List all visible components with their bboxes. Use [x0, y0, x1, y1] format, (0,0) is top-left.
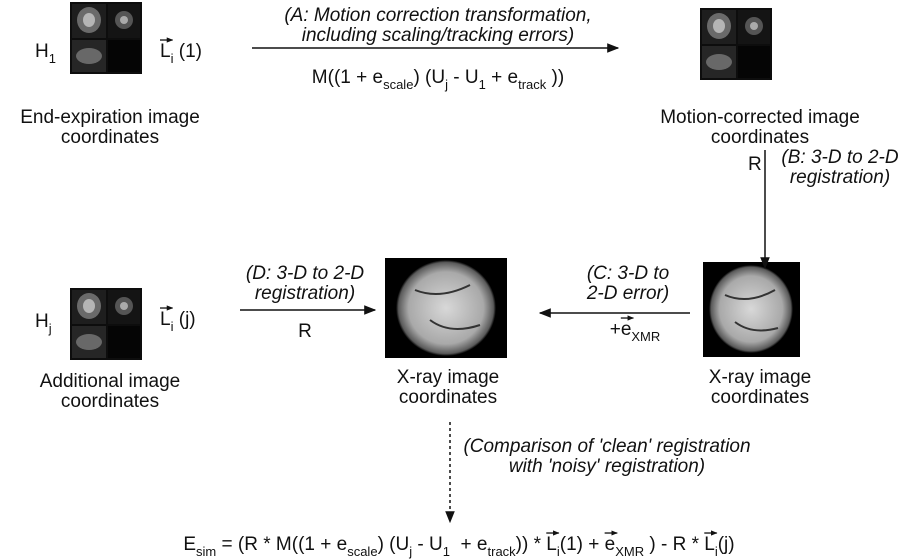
node-label: X-ray image [397, 367, 499, 388]
text-part: + [486, 67, 508, 88]
text-part: + [450, 534, 477, 555]
symbol: H [35, 311, 49, 332]
subscript: 1 [479, 77, 486, 92]
result-formula: Esim = (R * M((1 + escale) (Uj - U1 + et… [183, 534, 734, 559]
text-part: (1) [173, 41, 202, 62]
text-part: (1) + [560, 534, 605, 555]
text-part: )) * [516, 534, 547, 555]
text-part: + [610, 319, 621, 340]
source-term: Li (j) [160, 309, 196, 334]
symbol: U [465, 67, 479, 88]
node-label: coordinates [61, 391, 159, 412]
text-part: ) ( [413, 67, 432, 88]
edge-formula: R [298, 321, 312, 342]
text-part: M((1 + [312, 67, 373, 88]
node-label: coordinates [399, 387, 497, 408]
mri-image [70, 2, 142, 74]
symbol: U [396, 534, 410, 555]
symbol: L [160, 41, 171, 62]
subscript: j [48, 321, 52, 336]
symbol: L [546, 534, 557, 555]
subscript: scale [347, 544, 377, 559]
text-part: R [298, 321, 312, 342]
symbol: e [477, 534, 488, 555]
text-part: ) ( [378, 534, 397, 555]
symbol: e [373, 67, 384, 88]
subscript: 1 [443, 544, 450, 559]
node-symbol: H1 [35, 41, 56, 66]
edge-formula: R [748, 154, 762, 175]
node-label: coordinates [711, 127, 809, 148]
symbol: e [508, 67, 519, 88]
symbol: e [621, 319, 632, 340]
text-part: (j) [173, 309, 195, 330]
text-part: = (R * M((1 + [216, 534, 336, 555]
node-label: coordinates [61, 127, 159, 148]
symbol: e [605, 534, 616, 555]
edge-note: (D: 3-D to 2-D [246, 263, 365, 284]
edge-note: registration) [255, 283, 355, 304]
subscript: 1 [49, 51, 56, 66]
text-part: ) - R * [644, 534, 704, 555]
node-label: coordinates [711, 387, 809, 408]
text-part: )) [546, 67, 564, 88]
subscript: sim [196, 544, 216, 559]
subscript: XMR [615, 544, 644, 559]
subscript: track [518, 77, 547, 92]
xray-image [385, 258, 507, 358]
edge-note: (C: 3-D to [587, 263, 669, 284]
subscript: scale [383, 77, 413, 92]
node-label: End-expiration image [20, 107, 200, 128]
edge-note: including scaling/tracking errors) [302, 25, 574, 46]
edge-note: (A: Motion correction transformation, [284, 5, 591, 26]
edge-formula: +eXMR [610, 319, 661, 344]
symbol: e [337, 534, 348, 555]
symbol: L [704, 534, 715, 555]
mri-image [700, 8, 772, 80]
text-part: (j) [718, 534, 735, 555]
text-part: - [448, 67, 465, 88]
symbol: U [429, 534, 443, 555]
edge-note: 2-D error) [586, 283, 669, 304]
xray-image [703, 262, 800, 357]
symbol: U [431, 67, 445, 88]
edge-note: with 'noisy' registration) [509, 456, 705, 477]
node-symbol: Hj [35, 311, 52, 336]
symbol: H [35, 41, 49, 62]
mri-image [70, 288, 142, 360]
subscript: XMR [631, 329, 660, 344]
text-part: R [748, 154, 762, 175]
node-label: Additional image [40, 371, 180, 392]
symbol: E [183, 534, 196, 555]
edge-note: registration) [790, 167, 890, 188]
diagram: End-expiration imagecoordinatesH1Motion-… [0, 0, 919, 560]
edge-note: (B: 3-D to 2-D [781, 147, 898, 168]
node-label: X-ray image [709, 367, 811, 388]
subscript: track [488, 544, 517, 559]
edge-formula: M((1 + escale) (Uj - U1 + etrack )) [312, 67, 564, 92]
text-part: - [412, 534, 429, 555]
symbol: L [160, 309, 171, 330]
node-label: Motion-corrected image [660, 107, 860, 128]
source-term: Li (1) [160, 41, 202, 66]
edge-note: (Comparison of 'clean' registration [463, 436, 750, 457]
